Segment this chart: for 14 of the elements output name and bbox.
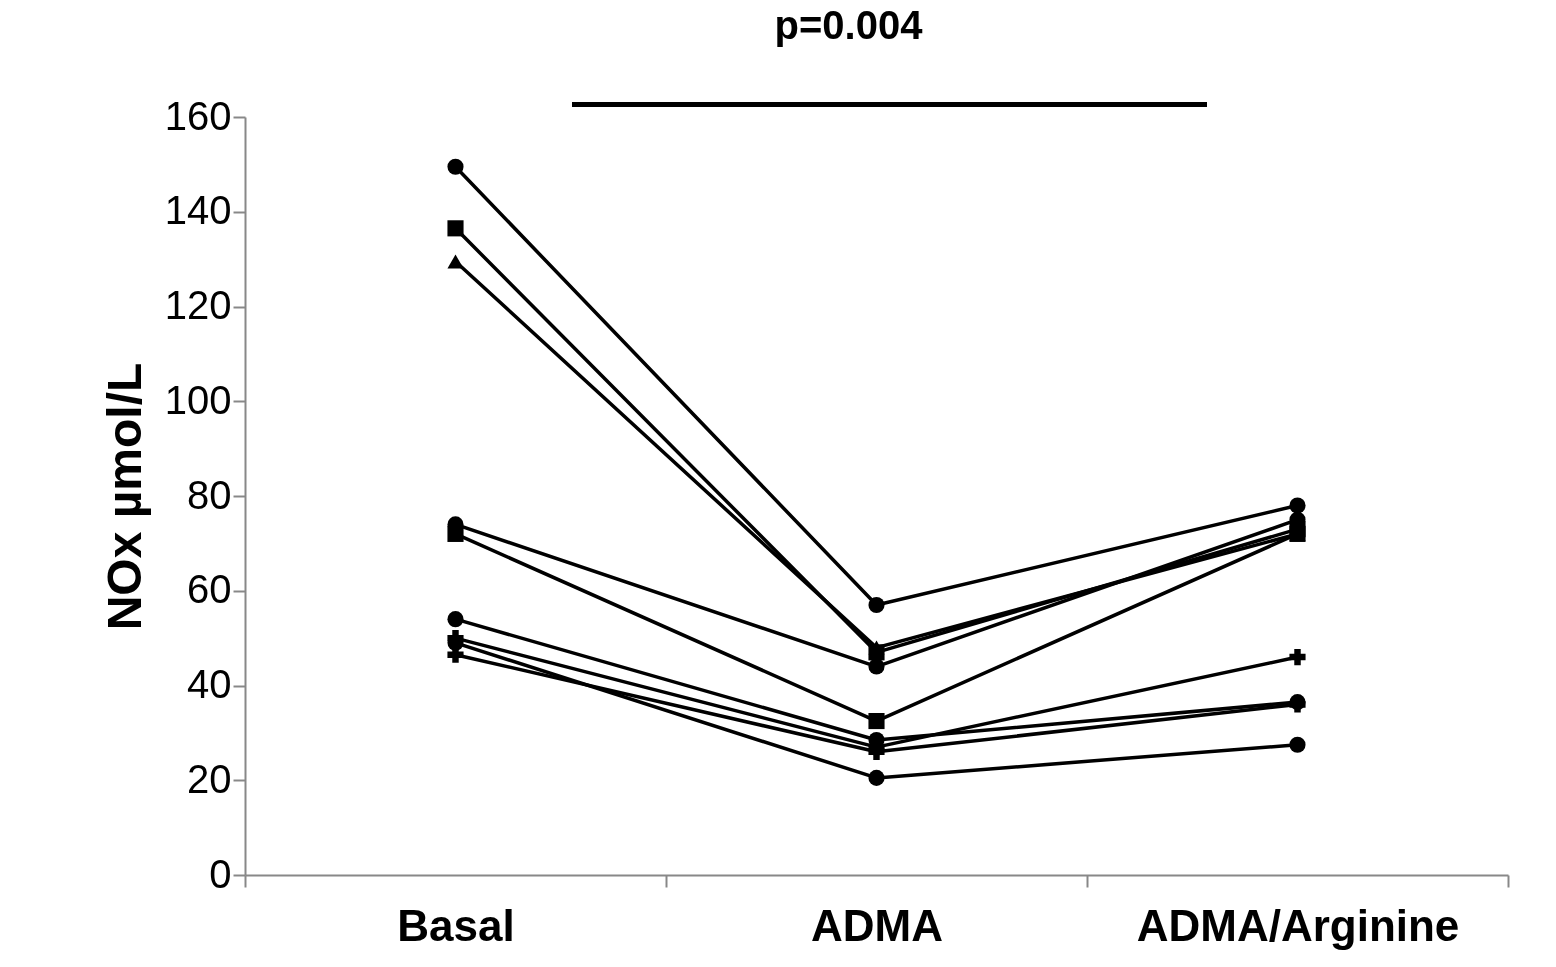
y-tick-label: 100 <box>164 377 232 422</box>
y-tick-label: 0 <box>209 851 232 896</box>
y-tick-label: 80 <box>187 472 232 517</box>
y-tick-label: 60 <box>187 567 232 612</box>
x-tick-label: ADMA/Arginine <box>1136 900 1460 950</box>
y-tick-label: 160 <box>164 93 232 138</box>
x-tick-label: ADMA <box>811 900 943 950</box>
text: p=0.004 <box>774 3 924 47</box>
y-tick-label: 140 <box>164 188 232 233</box>
y-tick-label: 120 <box>164 283 232 327</box>
y-tick-label: 20 <box>187 756 232 801</box>
y-tick-label: 40 <box>187 662 232 706</box>
y-axis-title: NOx µmol/L <box>97 362 151 631</box>
x-tick-label: Basal <box>397 900 515 950</box>
